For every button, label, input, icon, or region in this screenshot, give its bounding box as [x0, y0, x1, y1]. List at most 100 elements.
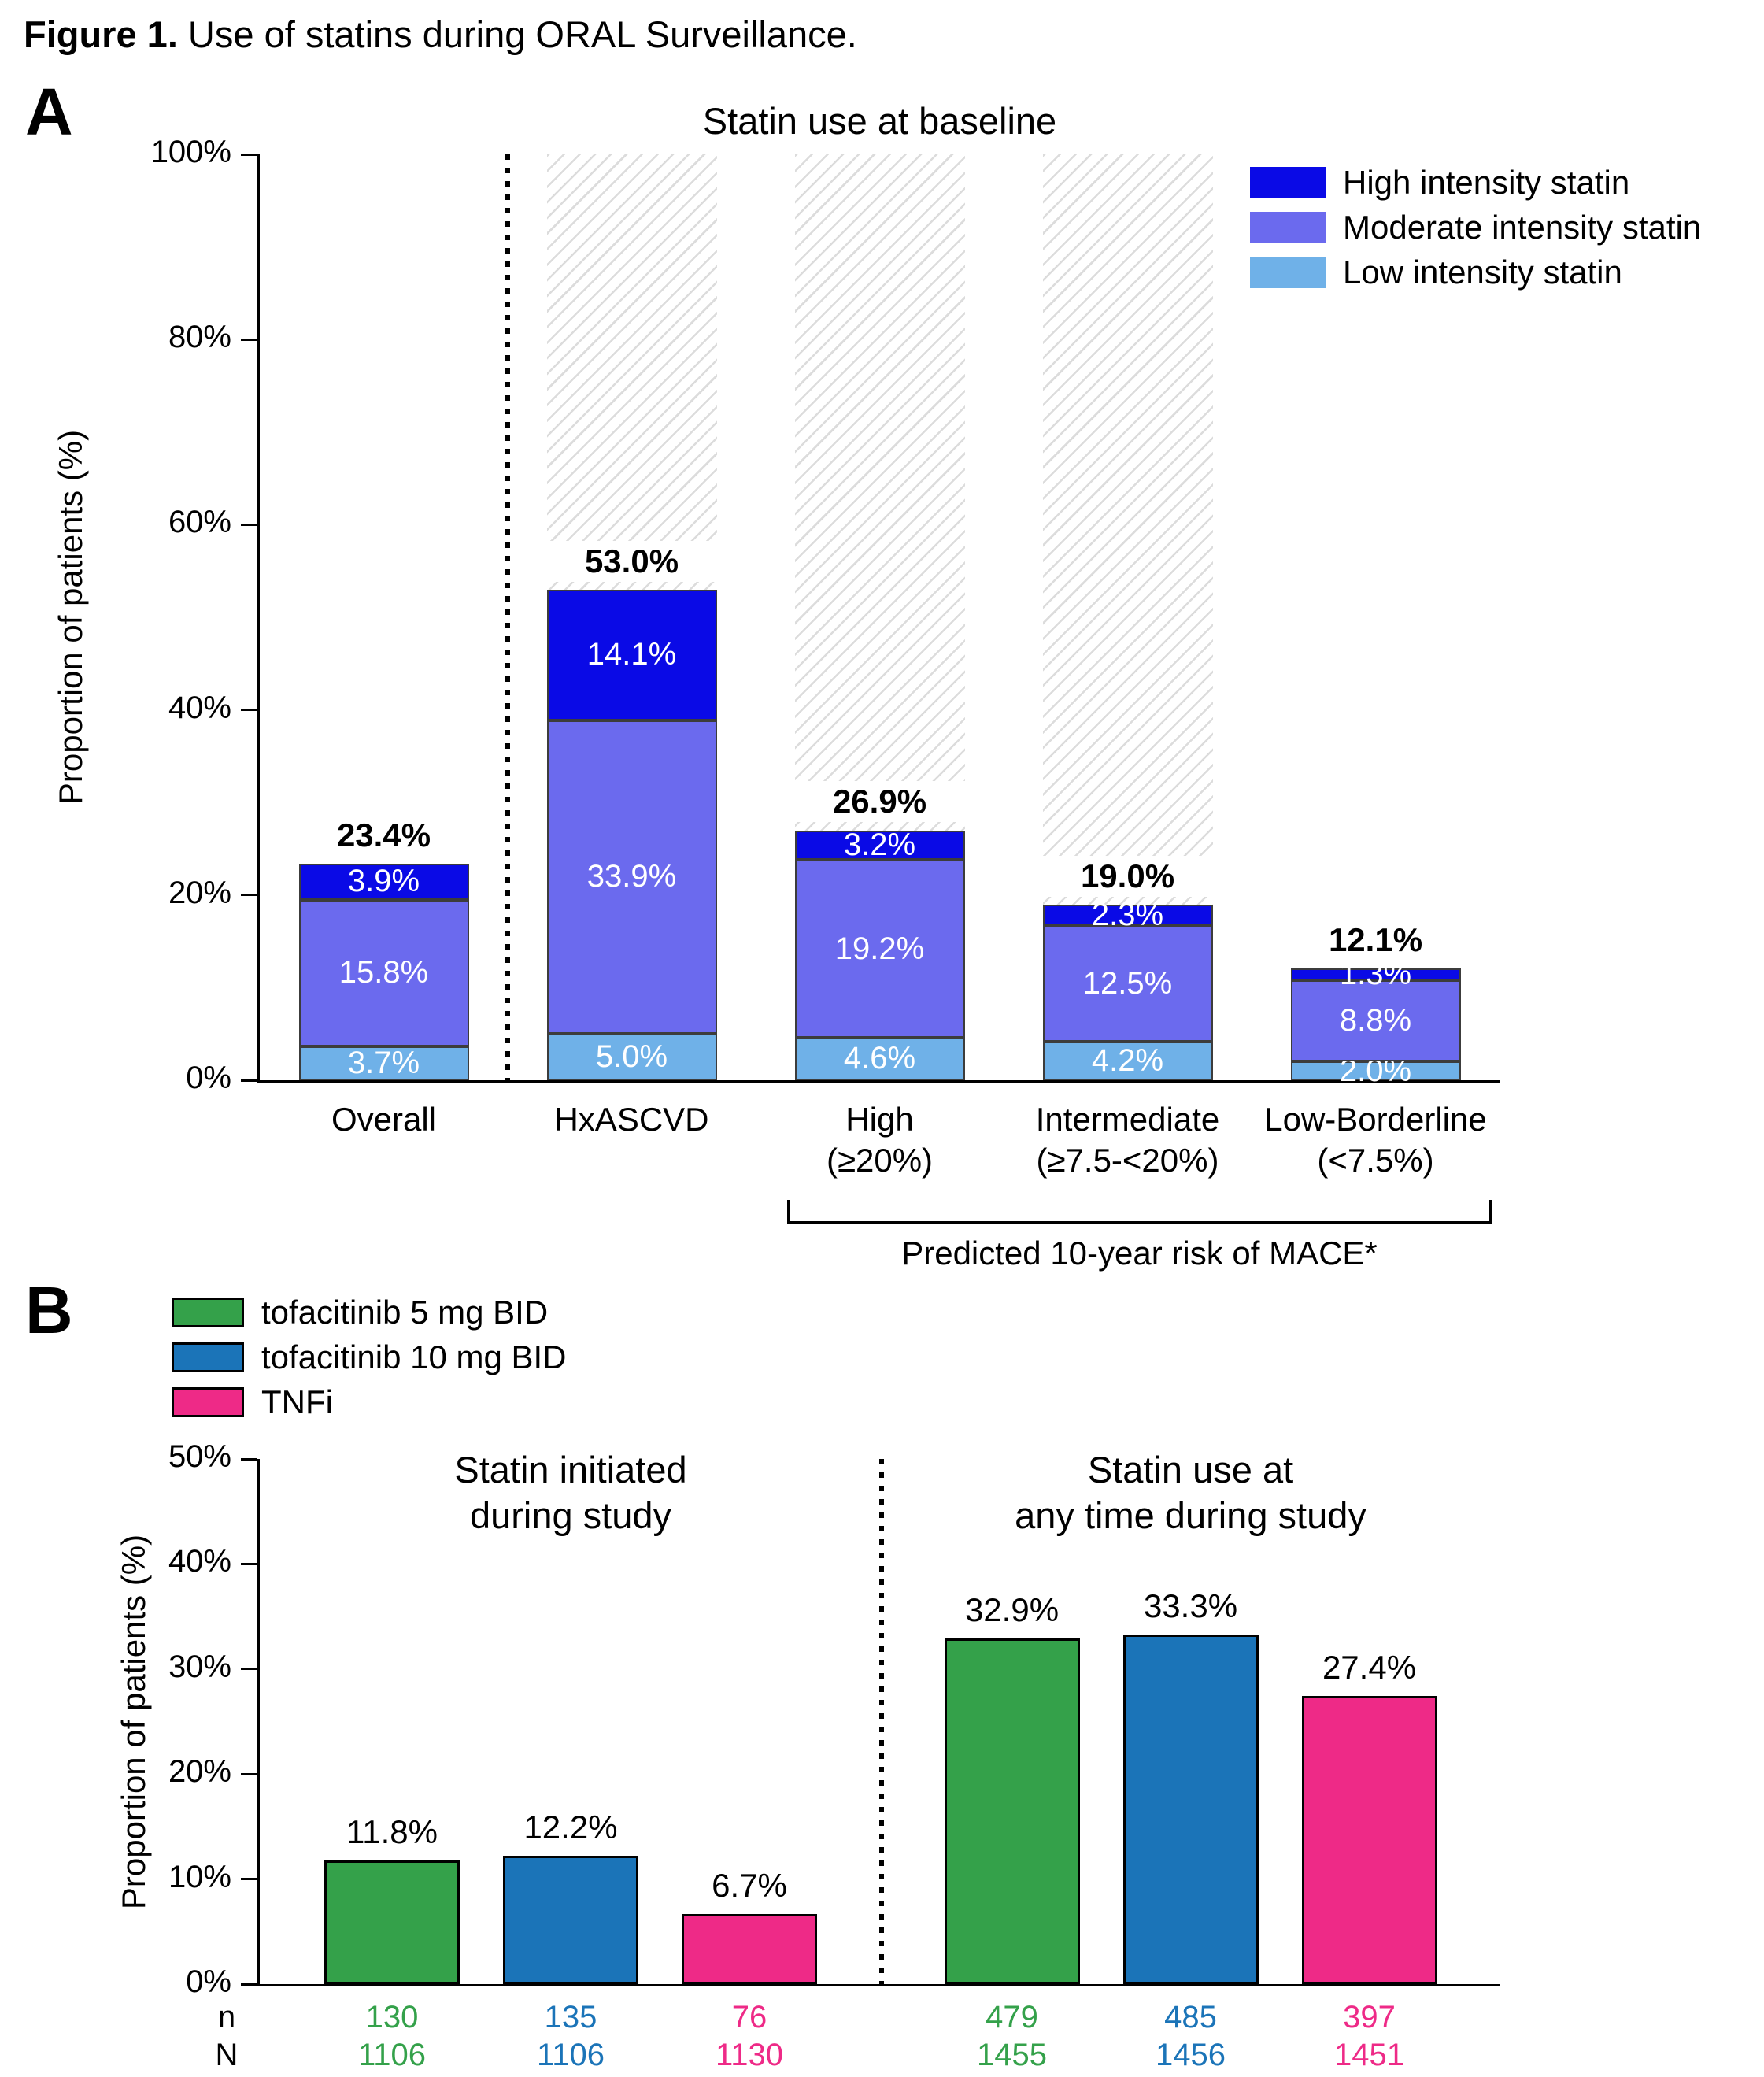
count-n-value: 485	[1164, 2000, 1217, 2034]
y-axis-tick	[241, 1772, 257, 1775]
bar-tofacitinib-5-mg-bid	[324, 1860, 460, 1984]
x-category-label: High (≥20%)	[826, 1101, 934, 1179]
count-n-value: 130	[365, 2000, 419, 2034]
legend-label-moderate-intensity-statin: Moderate intensity statin	[1343, 209, 1702, 246]
bar-segment-moderate-intensity-statin: 33.9%	[546, 720, 717, 1035]
panel-b-label: B	[25, 1273, 73, 1347]
y-axis-tick-label: 20%	[168, 1754, 231, 1790]
count-N-value: 1456	[1156, 2038, 1226, 2072]
bar-value-label: 11.8%	[346, 1812, 438, 1850]
count-n-value: 479	[986, 2000, 1038, 2034]
y-axis-tick	[241, 338, 257, 341]
y-axis-tick-label: 60%	[168, 505, 231, 540]
y-axis-tick-label: 40%	[168, 690, 231, 725]
bar-segment-low-intensity-statin: 3.7%	[298, 1045, 469, 1080]
bar-tofacitinib-10-mg-bid	[503, 1856, 638, 1984]
figure-title-prefix: Figure 1.	[24, 13, 178, 55]
bar-segment-value: 33.9%	[586, 859, 677, 894]
panel-b-group-title: Statin use at any time during study	[1015, 1449, 1366, 1536]
bar-total-label: 23.4%	[267, 814, 501, 856]
y-axis-tick	[241, 523, 257, 526]
count-N-value: 1455	[977, 2038, 1047, 2072]
bar-segment-value: 5.0%	[595, 1039, 668, 1075]
panel-b-dotted-divider	[879, 1459, 884, 1984]
bar-segment-value: 1.3%	[1339, 956, 1412, 991]
bar-segment-high-intensity-statin: 3.9%	[298, 863, 469, 900]
panel-a-dotted-divider	[505, 154, 510, 1080]
figure-title-text: Use of statins during ORAL Surveillance.	[177, 13, 857, 55]
y-axis-tick-label: 20%	[168, 875, 231, 910]
panel-a-title: Statin use at baseline	[702, 100, 1057, 142]
bar-total-label: 12.1%	[1259, 919, 1492, 961]
panel-a-y-axis-label-text: Proportion of patients (%)	[52, 429, 90, 805]
y-axis-tick	[241, 1079, 257, 1082]
y-axis-tick-label: 50%	[168, 1439, 231, 1474]
bar-segment-value: 15.8%	[338, 955, 429, 990]
legend-label-low-intensity-statin: Low intensity statin	[1343, 254, 1622, 291]
y-axis-tick	[241, 1983, 257, 1986]
bar-segment-value: 4.2%	[1091, 1042, 1164, 1078]
bar-value-label: 33.3%	[1143, 1586, 1238, 1624]
x-category-label: HxASCVD	[554, 1101, 709, 1138]
bar-tnfi	[1301, 1696, 1437, 1984]
y-axis-tick	[241, 894, 257, 897]
bar-segment-value: 12.5%	[1082, 965, 1173, 1001]
bar-tofacitinib-5-mg-bid	[944, 1638, 1080, 1984]
y-axis-tick	[241, 1668, 257, 1671]
y-axis-tick	[241, 1457, 257, 1461]
count-n-value: 76	[731, 2000, 767, 2034]
bar-segment-high-intensity-statin: 3.2%	[794, 827, 965, 862]
count-row-label-N: N	[215, 2038, 239, 2072]
mace-bracket-label: Predicted 10-year risk of MACE*	[901, 1235, 1378, 1272]
bar-segment-moderate-intensity-statin: 12.5%	[1042, 925, 1213, 1042]
panel-a-label: A	[25, 75, 73, 149]
count-N-value: 1451	[1334, 2038, 1404, 2072]
y-axis-tick-label: 30%	[168, 1649, 231, 1684]
bar-value-label: 32.9%	[964, 1591, 1060, 1629]
bar-segment-value: 3.2%	[843, 827, 916, 862]
legend-swatch-tnfi-icon	[172, 1387, 244, 1417]
legend-swatch-tofacitinib-5-mg-bid-icon	[172, 1298, 244, 1327]
bar-total-label: 26.9%	[763, 781, 997, 823]
y-axis-tick-label: 10%	[168, 1859, 231, 1894]
bar-segment-moderate-intensity-statin: 19.2%	[794, 860, 965, 1038]
bar-segment-value: 2.3%	[1091, 897, 1164, 932]
x-category-label: Overall	[331, 1101, 437, 1138]
panel-a-y-axis-label: Proportion of patients (%)	[52, 154, 90, 1080]
bar-value-label: 27.4%	[1322, 1649, 1417, 1686]
y-axis-tick	[241, 1562, 257, 1565]
bar-segment-high-intensity-statin: 2.3%	[1042, 898, 1213, 932]
bar-segment-moderate-intensity-statin: 15.8%	[298, 899, 469, 1046]
y-axis-tick	[241, 709, 257, 712]
y-axis-tick-label: 0%	[186, 1061, 231, 1095]
legend-swatch-low-intensity-statin-icon	[1250, 257, 1326, 288]
panel-b-y-axis-label: Proportion of patients (%)	[115, 1459, 153, 1984]
y-axis-tick-label: 40%	[168, 1544, 231, 1579]
bar-segment-value: 3.7%	[347, 1045, 420, 1080]
x-category-label: Intermediate (≥7.5-<20%)	[1035, 1101, 1220, 1179]
bar-segment-value: 8.8%	[1339, 1003, 1412, 1038]
bar-segment-moderate-intensity-statin: 8.8%	[1290, 980, 1461, 1062]
legend-swatch-moderate-intensity-statin-icon	[1250, 212, 1326, 243]
bar-segment-low-intensity-statin: 2.0%	[1290, 1053, 1461, 1088]
x-category-label: Low-Borderline (<7.5%)	[1264, 1101, 1487, 1179]
bar-total-label: 19.0%	[1011, 855, 1244, 897]
y-axis-tick-label: 100%	[150, 135, 231, 169]
legend-label-tnfi: TNFi	[261, 1383, 333, 1420]
bar-segment-high-intensity-statin: 1.3%	[1290, 957, 1461, 991]
count-N-value: 1106	[357, 2038, 426, 2072]
count-row-label-n: n	[217, 2000, 236, 2034]
y-axis-tick-label: 0%	[186, 1964, 231, 1999]
panel-a-plot: 0% 20% 40% 60% 80% 100% 3.7% 15.8% 3.9% 23.4% 5.0%…	[151, 135, 1500, 1095]
bar-total-label: 53.0%	[515, 540, 749, 582]
legend-swatch-tofacitinib-10-mg-bid-icon	[172, 1342, 244, 1372]
legend-swatch-high-intensity-statin-icon	[1250, 167, 1326, 198]
bar-segment-low-intensity-statin: 4.6%	[794, 1037, 965, 1080]
mace-bracket	[787, 1200, 1492, 1224]
figure-title: Figure 1. Use of statins during ORAL Sur…	[24, 13, 857, 56]
bar-tnfi	[682, 1913, 817, 1984]
bar-tofacitinib-10-mg-bid	[1122, 1634, 1259, 1984]
count-n-value: 397	[1343, 2000, 1396, 2034]
bar-segment-low-intensity-statin: 5.0%	[546, 1034, 717, 1080]
